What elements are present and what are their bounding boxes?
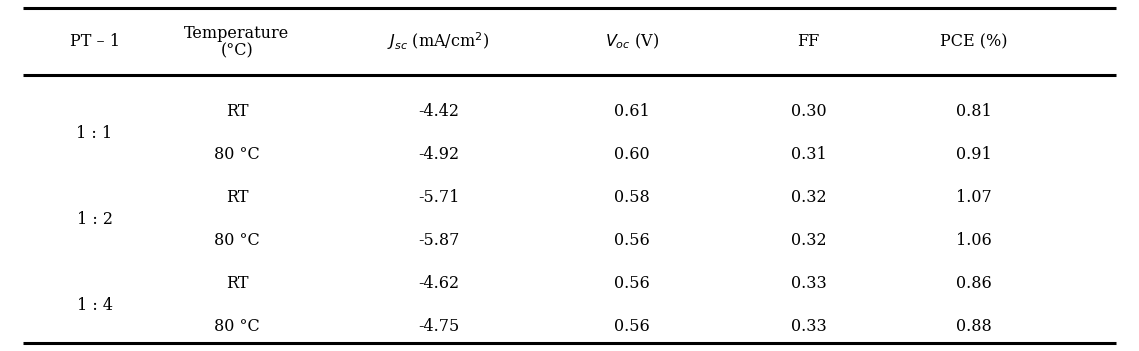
Text: PCE (%): PCE (%) xyxy=(940,33,1008,50)
Text: -5.71: -5.71 xyxy=(418,189,459,206)
Text: 0.56: 0.56 xyxy=(614,318,650,335)
Text: 0.88: 0.88 xyxy=(956,318,992,335)
Text: PT – 1: PT – 1 xyxy=(69,33,120,50)
Text: 1.07: 1.07 xyxy=(956,189,992,206)
Text: 0.81: 0.81 xyxy=(956,103,992,120)
Text: 0.31: 0.31 xyxy=(790,146,827,163)
Text: 1 : 4: 1 : 4 xyxy=(76,297,113,313)
Text: RT: RT xyxy=(226,189,248,206)
Text: 80 °C: 80 °C xyxy=(214,318,260,335)
Text: 0.56: 0.56 xyxy=(614,275,650,292)
Text: 1.06: 1.06 xyxy=(956,232,992,249)
Text: 0.56: 0.56 xyxy=(614,232,650,249)
Text: 0.30: 0.30 xyxy=(790,103,827,120)
Text: 80 °C: 80 °C xyxy=(214,232,260,249)
Text: -5.87: -5.87 xyxy=(418,232,459,249)
Text: -4.92: -4.92 xyxy=(418,146,459,163)
Text: $V_{oc}$ (V): $V_{oc}$ (V) xyxy=(605,32,659,51)
Text: $J_{sc}$ (mA/cm$^2$): $J_{sc}$ (mA/cm$^2$) xyxy=(387,31,490,52)
Text: 0.32: 0.32 xyxy=(790,189,827,206)
Text: 0.32: 0.32 xyxy=(790,232,827,249)
Text: 1 : 1: 1 : 1 xyxy=(76,125,113,141)
Text: (°C): (°C) xyxy=(221,42,253,59)
Text: FF: FF xyxy=(797,33,820,50)
Text: 80 °C: 80 °C xyxy=(214,146,260,163)
Text: 0.33: 0.33 xyxy=(790,318,827,335)
Text: 0.91: 0.91 xyxy=(956,146,992,163)
Text: 0.33: 0.33 xyxy=(790,275,827,292)
Text: 1 : 2: 1 : 2 xyxy=(76,211,113,227)
Text: -4.75: -4.75 xyxy=(418,318,459,335)
Text: Temperature: Temperature xyxy=(185,25,289,42)
Text: 0.61: 0.61 xyxy=(614,103,650,120)
Text: 0.60: 0.60 xyxy=(614,146,650,163)
Text: -4.62: -4.62 xyxy=(418,275,459,292)
Text: 0.58: 0.58 xyxy=(614,189,650,206)
Text: RT: RT xyxy=(226,275,248,292)
Text: RT: RT xyxy=(226,103,248,120)
Text: 0.86: 0.86 xyxy=(956,275,992,292)
Text: -4.42: -4.42 xyxy=(418,103,459,120)
